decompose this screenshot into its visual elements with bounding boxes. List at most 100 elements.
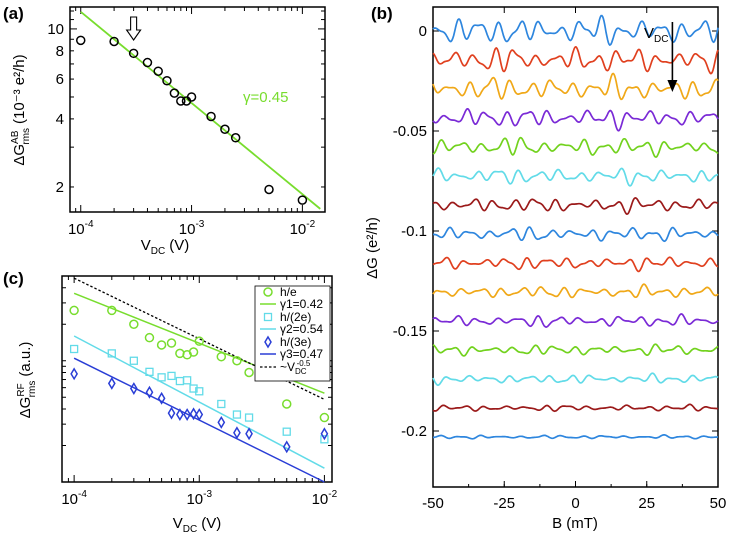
panel-c-point-2 [195,387,204,396]
panel-c-ylabel-sub: rms [27,381,38,398]
panel-b-trace-7 [432,197,719,215]
panel-a-ytick-label: 2 [56,179,64,196]
panel-c-legend-vdc-main: ~V [280,360,295,374]
panel-a-point [162,75,172,86]
panel-a-xtick-label: 10-2 [290,219,316,238]
panel-c-point-3 [217,415,226,429]
panel-c-legend-name-4: ~VDC-0.5 [280,359,311,376]
panel-a-ylabel-unit: (10⁻³ e²/h) [11,54,28,124]
panel-c-ticks: 10-4 10-3 10-2 [61,275,338,508]
panel-a-arrow [125,16,142,41]
panel-c-point-3 [189,407,198,421]
panel-b-vdc-annotation [667,22,678,92]
panel-c-fit-2 [73,335,325,469]
panel-c-point-3 [245,427,253,441]
panel-c-xtick-label-base: 10 [61,491,78,508]
panel-c-point-3 [176,408,184,422]
panel-b-xtick-label: -50 [422,495,444,512]
panel-c-xtick-label-base: 10 [312,491,329,508]
panel-a-xtick-label-base: 10 [179,221,196,238]
panel-b: (b) -50 -25 0 25 50 0 -0.05 -0.1 -0.15 -0.2 VDC B… [364,4,726,532]
panel-a-point [230,133,241,143]
panel-a-xlabel: VDC (V) [141,237,189,257]
panel-b-trace-9 [432,256,719,273]
panel-c-legend-name-3: h/(3e) [280,335,311,349]
panel-c-legend-name-1: h/e [280,285,297,299]
panel-c-xtick-label: 10-2 [312,489,338,508]
panel-c-point-3 [107,376,116,390]
panel-b-ytick-label: 0 [419,23,427,40]
panel-c-point-1 [319,412,330,423]
panel-c-point-1 [281,399,292,409]
panel-b-trace-8 [433,226,719,243]
panel-a-ytick-label: 8 [56,43,64,60]
panel-b-xtick-label: 0 [571,495,579,512]
panel-b-xtick-label: -25 [493,495,515,512]
panel-c-point-3 [233,426,241,440]
panel-c-point-2 [107,349,116,358]
panel-c-ylabel-sup: RF [16,383,27,396]
panel-a-xtick-label: 10-3 [179,219,205,238]
panel-b-ylabel: ΔG (e²/h) [364,217,381,279]
panel-c-xtick-label: 10-3 [186,489,212,508]
panel-a-point [297,195,308,205]
panel-c-ylabel-main: ΔG [17,397,34,419]
panel-c-point-1 [216,351,227,362]
panel-c-point-2 [189,384,198,393]
panel-b-xtick-label: 25 [638,495,655,512]
panel-c-point-2 [129,356,138,365]
panel-a-point [169,88,180,98]
panel-b-xtick-label: 50 [710,495,727,512]
panel-b-trace-10 [432,283,719,299]
panel-b-ytick-label: -0.05 [393,123,427,140]
panel-c-ylabel-unit: (a.u.) [17,342,34,377]
panel-c-point-2 [232,410,242,419]
panel-c-xlabel-v: V [173,515,183,532]
panel-c-xlabel-sub: DC [183,524,197,535]
panel-a-point [206,111,216,122]
panel-a-ytick-label: 10 [47,21,64,38]
panel-b-ytick-label: -0.15 [393,323,427,340]
panel-c-legend-vdc-sup: -0.5 [297,359,311,368]
panel-c-point-2 [167,371,176,381]
panel-b-trace-15 [433,434,718,440]
panel-c-legend-marker-1 [263,287,273,297]
panel-a-point [186,92,197,102]
panel-a-ytick-label: 4 [56,111,64,128]
panel-c-point-1 [166,338,177,348]
panel-c-legend-fit-3: γ3=0.47 [280,347,323,361]
panel-b-trace-14 [432,403,719,413]
panel-c-label: (c) [3,269,24,288]
panel-c-xtick-label-exp: -3 [203,489,212,500]
panel-b-trace-4 [432,108,719,132]
panel-c-point-1 [129,319,139,330]
panel-a-point [176,96,186,106]
panel-a-point [128,48,139,59]
panel-c-point-1 [244,367,254,378]
panel-a-point [153,66,163,76]
panel-c-point-2 [244,413,254,422]
panel-c-point-1 [232,356,242,366]
panel-a-point [75,35,86,46]
panel-b-ticks: -50 -25 0 25 50 0 -0.05 -0.1 -0.15 -0.2 [393,7,727,512]
panel-a-xlabel-unit: (V) [169,237,189,254]
panel-a-xtick-label-exp: -3 [195,219,204,230]
panel-c-point-1 [69,305,79,316]
panel-c-point-2 [157,373,166,382]
panel-b-vdc-arrow-head [667,80,678,92]
panel-c-data-points [69,305,330,454]
panel-c-xtick-label-base: 10 [186,491,203,508]
panel-a-plot-frame [69,6,326,213]
panel-a-point [109,36,119,47]
panel-a-fit [80,11,321,210]
panel-c-xlabel: VDC (V) [173,515,221,535]
panel-c-legend-box [254,285,331,382]
panel-a-label: (a) [3,4,24,23]
panel-c-point-2 [145,367,154,376]
panel-c-point-3 [183,408,192,422]
panel-a-xtick-label-base: 10 [68,221,85,238]
panel-a-arrow-icon [125,16,142,41]
